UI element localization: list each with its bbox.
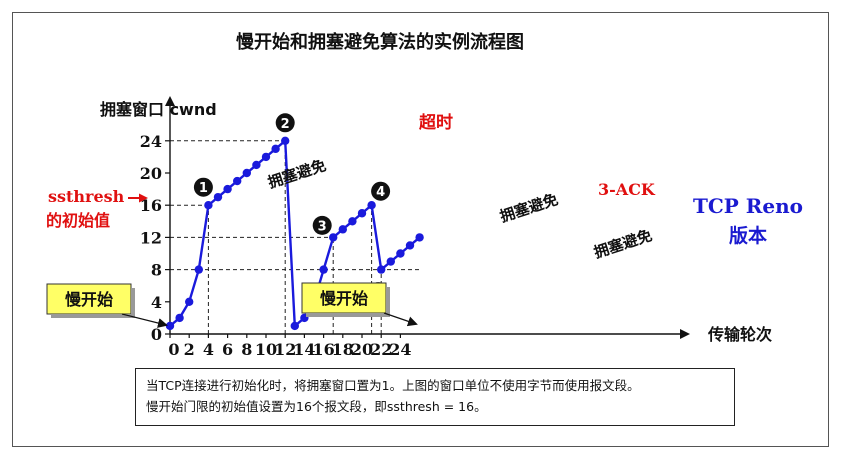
note-line-1: 当TCP连接进行初始化时，将拥塞窗口置为1。上图的窗口单位不使用字节而使用报文段… <box>146 378 640 393</box>
data-point-2-4 <box>185 297 194 306</box>
congestion-avoidance-label-2: 拥塞避免 <box>498 190 561 226</box>
data-point-13-1 <box>290 321 299 331</box>
y-tick-label-16: 16 <box>140 196 162 215</box>
data-point-0-1 <box>165 321 175 331</box>
data-point-18-13 <box>338 225 347 234</box>
data-point-22-8 <box>377 265 386 274</box>
congestion-avoidance-label-1: 拥塞避免 <box>266 156 329 192</box>
slow-start-arrow-1-icon <box>121 313 168 328</box>
data-point-16-8 <box>319 265 328 274</box>
x-tick-label-0: 0 <box>168 340 179 359</box>
data-point-21-16 <box>367 201 376 210</box>
axes <box>165 96 690 339</box>
marker-4-circle <box>371 181 391 201</box>
x-tick-label-14: 14 <box>293 340 315 359</box>
three-ack-label: 3-ACK <box>598 180 656 199</box>
data-point-4-16 <box>204 201 213 210</box>
slow-start-label-1: 慢开始 <box>65 290 113 309</box>
data-point-26-12 <box>415 233 424 242</box>
slow-start-label-2: 慢开始 <box>320 289 368 308</box>
data-point-1-2 <box>175 313 184 323</box>
data-point-8-20 <box>242 168 251 178</box>
explanation-note: 当TCP连接进行初始化时，将拥塞窗口置为1。上图的窗口单位不使用字节而使用报文段… <box>135 368 735 426</box>
data-point-3-8 <box>194 265 203 274</box>
data-point-17-12 <box>329 233 338 242</box>
ssthresh-label: ssthresh <box>48 187 125 206</box>
reno-version-label: 版本 <box>729 224 767 247</box>
y-tick-label-0: 0 <box>151 325 162 344</box>
data-point-11-23 <box>271 144 280 154</box>
data-point-25-11 <box>405 241 415 250</box>
y-tick-label-24: 24 <box>140 132 162 151</box>
y-axis-label: 拥塞窗口 cwnd <box>100 100 217 119</box>
marker-4-label: 4 <box>376 185 385 200</box>
marker-3-label: 3 <box>318 219 327 234</box>
x-tick-label-6: 6 <box>222 340 233 359</box>
x-tick-label-20: 20 <box>351 340 373 359</box>
x-tick-label-8: 8 <box>241 340 252 359</box>
data-point-19-14 <box>348 217 357 226</box>
note-line-2: 慢开始门限的初始值设置为16个报文段，即ssthresh = 16。 <box>146 399 487 414</box>
slow-start-callout-1: 慢开始 <box>46 283 168 328</box>
x-tick-label-4: 4 <box>203 340 214 359</box>
y-tick-label-8: 8 <box>151 261 162 280</box>
data-point-23-9 <box>386 257 395 266</box>
data-point-7-19 <box>233 176 242 186</box>
reno-label: TCP Reno <box>693 194 803 218</box>
slow-start-callout-2: 慢开始 <box>301 282 418 327</box>
x-tick-label-22: 22 <box>370 340 392 359</box>
timeout-label: 超时 <box>419 112 453 133</box>
data-point-6-18 <box>223 184 232 194</box>
marker-1-circle <box>193 177 213 197</box>
data-point-12-24 <box>281 136 290 145</box>
x-tick-label-18: 18 <box>332 340 354 359</box>
marker-2-label: 2 <box>281 117 290 132</box>
x-tick-label-2: 2 <box>184 340 195 359</box>
data-point-5-17 <box>213 192 223 202</box>
marker-2-circle <box>275 113 295 133</box>
marker-3-circle <box>312 215 332 235</box>
data-point-24-10 <box>396 249 405 258</box>
y-tick-label-12: 12 <box>140 228 162 247</box>
x-tick-label-10: 10 <box>255 340 277 359</box>
congestion-avoidance-label-3: 拥塞避免 <box>592 226 655 262</box>
y-tick-label-4: 4 <box>151 293 162 312</box>
data-point-9-21 <box>252 160 261 170</box>
data-point-10-22 <box>261 152 271 162</box>
x-tick-label-24: 24 <box>389 340 411 359</box>
data-point-20-15 <box>357 209 367 218</box>
ssthresh-initial-label: 的初始值 <box>46 211 110 230</box>
slow-start-arrow-2-icon <box>383 312 418 327</box>
chart-title: 慢开始和拥塞避免算法的实例流程图 <box>236 31 524 53</box>
marker-1-label: 1 <box>199 181 208 196</box>
x-tick-label-12: 12 <box>274 340 296 359</box>
event-markers: 12345 <box>193 113 391 302</box>
x-tick-label-16: 16 <box>312 340 334 359</box>
x-axis-label: 传输轮次 <box>707 325 772 344</box>
y-tick-label-20: 20 <box>140 164 162 183</box>
